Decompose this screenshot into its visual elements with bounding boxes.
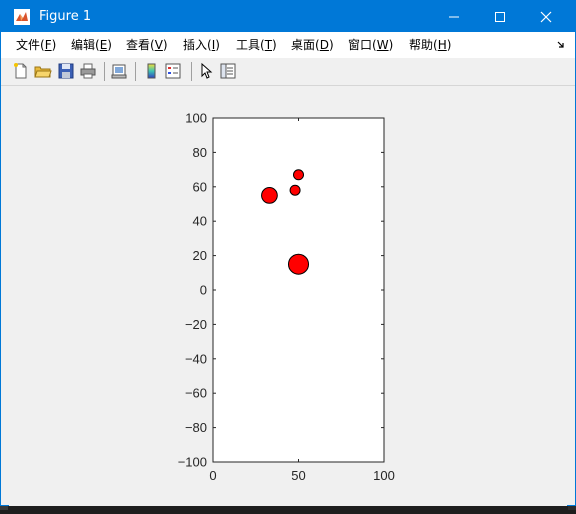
y-tick-label: 80: [193, 145, 207, 160]
dock-arrow-icon[interactable]: [556, 40, 566, 50]
scatter-point: [292, 169, 305, 181]
menu-help[interactable]: 帮助(H): [409, 38, 452, 52]
figure-canvas[interactable]: −100 −80 −60 −40 −20 0 20 40 60 80 100 0 50 100: [9, 86, 567, 506]
menu-edit[interactable]: 编辑(E): [71, 38, 112, 52]
minimize-button[interactable]: [431, 1, 477, 32]
y-tick-label: −20: [185, 317, 207, 332]
maximize-icon: [495, 12, 505, 22]
property-inspector-icon[interactable]: [219, 62, 237, 80]
toolbar: [1, 58, 575, 86]
pointer-icon[interactable]: [197, 62, 215, 80]
window-title: Figure 1: [39, 9, 92, 24]
menu-bar: 文件(F) 编辑(E) 查看(V) 插入(I) 工具(T) 桌面(D) 窗口(W…: [1, 32, 575, 58]
new-figure-icon[interactable]: [12, 62, 30, 80]
scatter-point: [261, 187, 278, 204]
y-tick-label: 60: [193, 179, 207, 194]
menu-window[interactable]: 窗口(W): [348, 38, 394, 52]
scatter-plot[interactable]: −100 −80 −60 −40 −20 0 20 40 60 80 100 0 50 100: [9, 86, 567, 506]
close-button[interactable]: [523, 1, 569, 32]
menu-tools[interactable]: 工具(T): [236, 38, 277, 52]
toolbar-separator: [135, 62, 136, 81]
axis-ticks: [212, 117, 385, 463]
legend-icon[interactable]: [164, 62, 182, 80]
colorbar-icon[interactable]: [142, 62, 160, 80]
x-tick-label: 50: [291, 468, 305, 483]
scatter-point: [287, 253, 310, 275]
save-icon[interactable]: [57, 62, 75, 80]
toolbar-separator: [104, 62, 105, 81]
open-file-icon[interactable]: [34, 62, 52, 80]
y-tick-label: 100: [185, 111, 207, 126]
link-plot-icon[interactable]: [110, 62, 128, 80]
x-tick-label: 100: [373, 468, 395, 483]
y-tick-label: −40: [185, 351, 207, 366]
maximize-button[interactable]: [477, 1, 523, 32]
y-tick-label: −80: [185, 420, 207, 435]
scatter-point: [289, 184, 301, 196]
minimize-icon: [449, 16, 459, 18]
menu-view[interactable]: 查看(V): [126, 38, 168, 52]
menu-file[interactable]: 文件(F): [16, 38, 57, 52]
y-tick-label: −60: [185, 386, 207, 401]
y-tick-label: 40: [193, 214, 207, 229]
matlab-app-icon: [14, 9, 30, 25]
data-markers: [261, 169, 310, 275]
print-icon[interactable]: [79, 62, 97, 80]
y-tick-labels: −100 −80 −60 −40 −20 0 20 40 60 80 100: [178, 111, 207, 470]
menu-insert[interactable]: 插入(I): [183, 38, 220, 52]
y-tick-label: 0: [200, 283, 207, 298]
x-tick-label: 0: [209, 468, 216, 483]
menu-desktop[interactable]: 桌面(D): [291, 38, 334, 52]
y-tick-label: −100: [178, 455, 207, 470]
close-icon: [540, 11, 552, 23]
toolbar-separator: [191, 62, 192, 81]
x-tick-labels: 0 50 100: [209, 468, 394, 483]
title-bar[interactable]: Figure 1: [1, 1, 575, 32]
y-tick-label: 20: [193, 248, 207, 263]
